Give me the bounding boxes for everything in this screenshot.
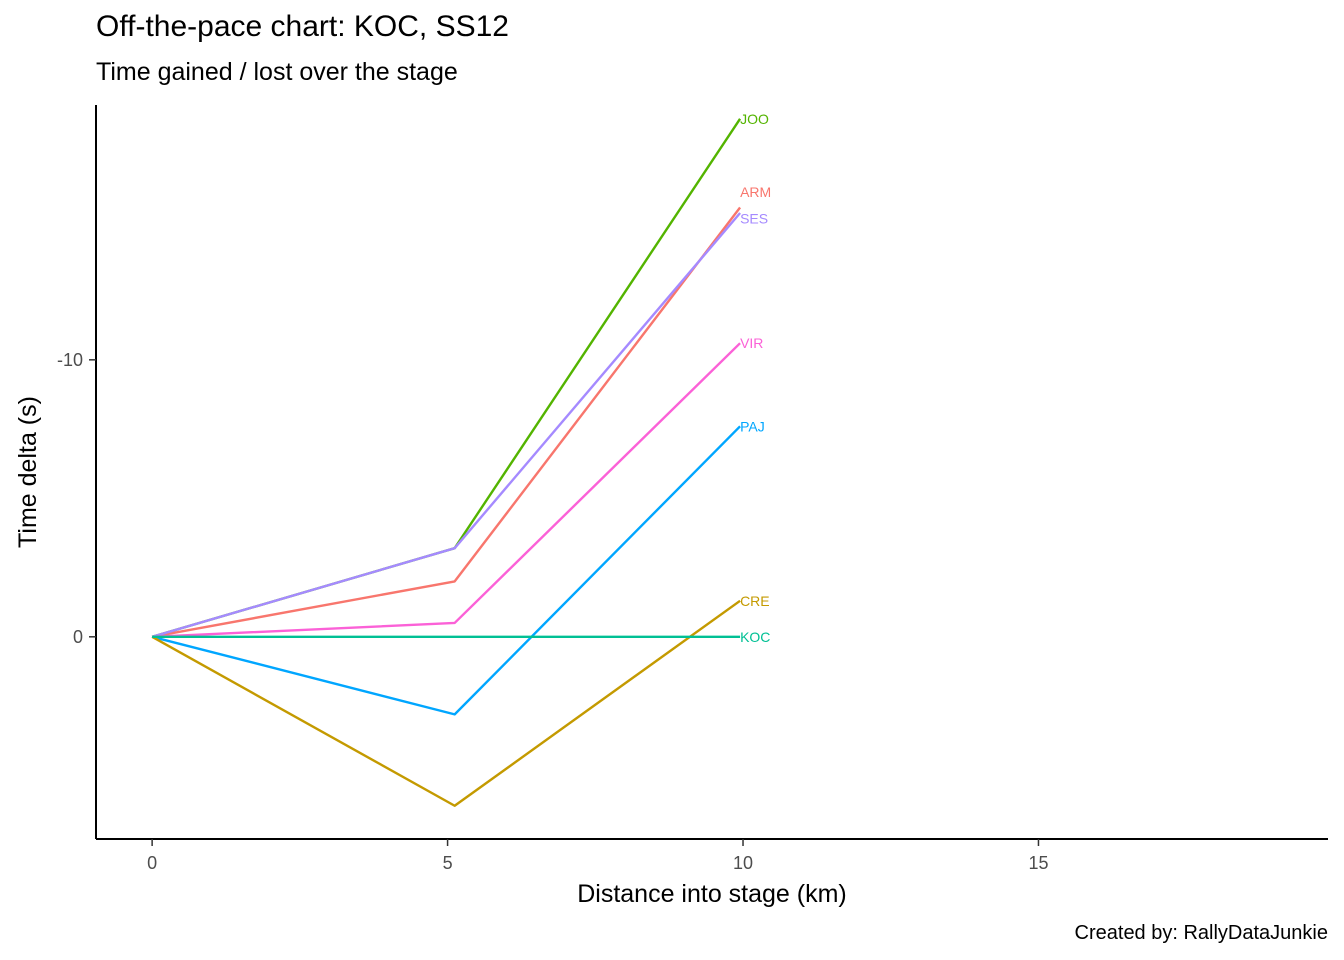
series-label-vir: VIR bbox=[740, 335, 763, 351]
series-line-cre bbox=[151, 599, 741, 807]
y-tick-label: 0 bbox=[73, 627, 83, 647]
x-axis-title: Distance into stage (km) bbox=[577, 880, 847, 908]
y-axis-ticks: 0 -10 bbox=[57, 350, 96, 647]
series-label-joo: JOO bbox=[740, 111, 769, 127]
y-tick-label: -10 bbox=[57, 350, 83, 370]
series-line-ses bbox=[151, 212, 741, 638]
series-label-paj: PAJ bbox=[740, 418, 765, 434]
chart-title: Off-the-pace chart: KOC, SS12 bbox=[96, 10, 509, 43]
series-label-cre: CRE bbox=[740, 593, 770, 609]
series-label-koc: KOC bbox=[740, 629, 770, 645]
y-axis-title: Time delta (s) bbox=[14, 396, 42, 548]
x-tick-label: 15 bbox=[1028, 853, 1048, 873]
series-line-vir bbox=[152, 342, 741, 639]
chart-caption: Created by: RallyDataJunkie bbox=[1074, 922, 1328, 944]
series-line-arm bbox=[151, 206, 742, 638]
series-lines bbox=[151, 118, 742, 807]
series-end-labels: JOO ARM SES VIR PAJ CRE KOC bbox=[740, 111, 771, 645]
x-axis-ticks: 0 5 10 15 bbox=[147, 839, 1048, 873]
series-line-joo bbox=[151, 118, 742, 638]
x-tick-label: 0 bbox=[147, 853, 157, 873]
x-tick-label: 5 bbox=[443, 853, 453, 873]
series-label-ses: SES bbox=[740, 211, 768, 227]
x-tick-label: 10 bbox=[733, 853, 753, 873]
series-label-arm: ARM bbox=[740, 184, 771, 200]
series-line-paj bbox=[151, 425, 741, 716]
chart-subtitle: Time gained / lost over the stage bbox=[96, 58, 458, 86]
